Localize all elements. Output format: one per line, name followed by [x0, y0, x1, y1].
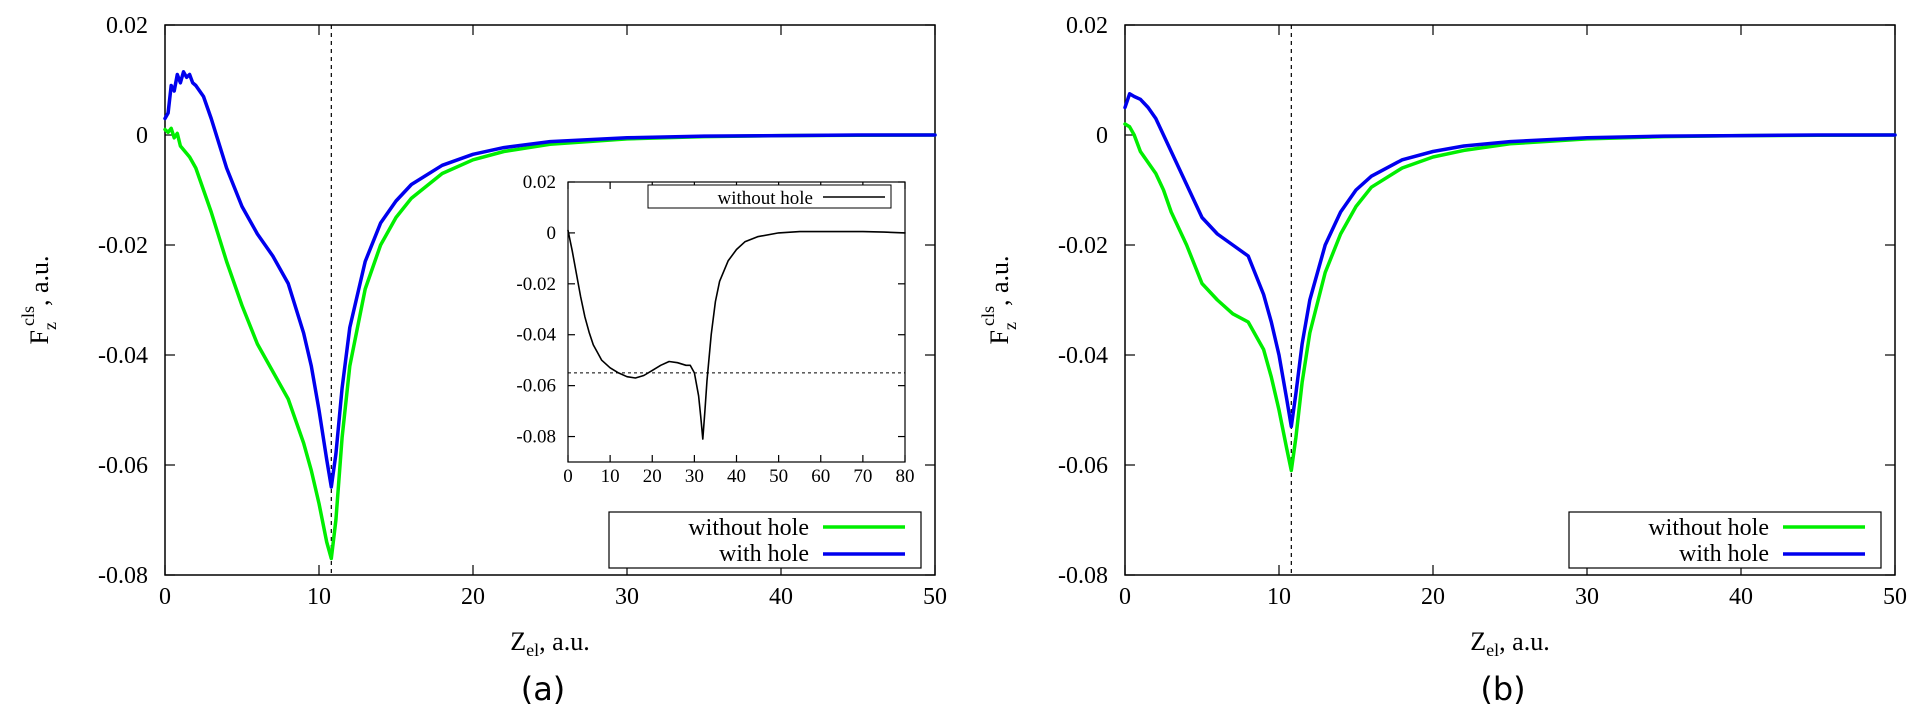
y-tick-label: -0.02 — [1058, 233, 1108, 259]
series-with-hole — [163, 70, 937, 489]
inset-x-tick-label: 60 — [811, 466, 830, 487]
y-axis-label: Fzcls, a.u. — [978, 255, 1020, 344]
x-tick-label: 20 — [1421, 584, 1445, 610]
x-axis-label-rest: , a.u. — [539, 627, 590, 656]
inset-x-ticks: 0 10 20 30 40 50 60 70 80 — [563, 182, 915, 487]
inset-x-tick-label: 40 — [727, 466, 746, 487]
panel-label-b: (b) — [1480, 670, 1525, 708]
inset-y-tick-label: -0.02 — [516, 274, 556, 295]
inset: 0 10 20 30 40 50 60 70 80 0.02 0 -0.02 -0.04 -0.06 -0… — [516, 172, 914, 487]
inset-x-tick-label: 0 — [563, 466, 573, 487]
x-axis-label: Zel, a.u. — [1470, 627, 1549, 660]
inset-legend: without hole — [647, 184, 892, 209]
x-tick-label: 50 — [923, 584, 947, 610]
inset-y-tick-label: -0.06 — [516, 376, 556, 397]
legend-box — [1568, 511, 1882, 569]
x-tick-label: 0 — [1119, 584, 1131, 610]
y-tick-label: -0.04 — [98, 343, 148, 369]
x-tick-label: 50 — [1883, 584, 1907, 610]
inset-y-tick-label: 0.02 — [523, 172, 556, 193]
x-tick-label: 40 — [769, 584, 793, 610]
x-ticks: 0 10 20 30 40 50 — [159, 25, 947, 610]
panel-b: 0 10 20 30 40 50 0.02 0 -0.02 -0.04 -0.06 -0.08 wi… — [978, 13, 1907, 708]
inset-y-tick-label: 0 — [547, 223, 557, 244]
y-axis-label-sup: cls — [18, 306, 38, 326]
inset-y-tick-label: -0.04 — [516, 325, 556, 346]
x-tick-label: 10 — [1267, 584, 1291, 610]
inset-x-tick-label: 10 — [601, 466, 620, 487]
y-tick-label: 0.02 — [106, 13, 148, 39]
legend-label-without-hole: without hole — [1648, 515, 1769, 541]
series-lines — [1123, 92, 1897, 473]
legend-box — [608, 511, 922, 569]
inset-series-without-hole — [567, 229, 906, 440]
svg-text:Fzcls, a.u.: Fzcls, a.u. — [18, 255, 60, 344]
x-tick-label: 0 — [159, 584, 171, 610]
x-tick-label: 10 — [307, 584, 331, 610]
x-axis-label-rest: , a.u. — [1499, 627, 1550, 656]
y-axis-label-sub: z — [40, 322, 60, 330]
y-axis-label-rest: , a.u. — [985, 255, 1014, 306]
y-axis-label: Fzcls, a.u. — [18, 255, 60, 344]
y-axis-label-main: F — [985, 330, 1014, 344]
y-ticks: 0.02 0 -0.02 -0.04 -0.06 -0.08 — [1058, 13, 1895, 589]
x-tick-label: 30 — [615, 584, 639, 610]
inset-x-tick-label: 80 — [896, 466, 915, 487]
y-tick-label: -0.04 — [1058, 343, 1108, 369]
series-lines — [163, 70, 937, 561]
inset-series-lines — [567, 229, 906, 440]
legend-label-with-hole: with hole — [719, 541, 809, 567]
x-ticks: 0 10 20 30 40 50 — [1119, 25, 1907, 610]
svg-text:Fzcls, a.u.: Fzcls, a.u. — [978, 255, 1020, 344]
y-axis-label-rest: , a.u. — [25, 255, 54, 306]
y-axis-label-sub: z — [1000, 322, 1020, 330]
inset-y-tick-label: -0.08 — [516, 427, 556, 448]
y-tick-label: -0.06 — [1058, 453, 1108, 479]
x-axis-label-main: Z — [1470, 627, 1486, 656]
x-axis-label-sub: el — [526, 640, 539, 660]
y-tick-label: 0.02 — [1066, 13, 1108, 39]
x-axis-label: Zel, a.u. — [510, 627, 589, 660]
series-with-hole — [1123, 92, 1897, 429]
panel-a: 0 10 20 30 40 50 0.02 0 -0.02 -0.04 -0.06 -0.08 0 1… — [18, 13, 947, 708]
inset-x-tick-label: 70 — [853, 466, 872, 487]
plot-frame — [1124, 24, 1896, 576]
y-tick-label: 0 — [1096, 123, 1108, 149]
inset-y-ticks: 0.02 0 -0.02 -0.04 -0.06 -0.08 — [516, 172, 905, 448]
y-tick-label: 0 — [136, 123, 148, 149]
plot-frame — [164, 24, 936, 576]
legend: without hole with hole — [1568, 511, 1882, 569]
series-without-hole — [163, 126, 937, 561]
x-tick-label: 30 — [1575, 584, 1599, 610]
y-tick-label: -0.02 — [98, 233, 148, 259]
y-axis-label-main: F — [25, 330, 54, 344]
inset-x-tick-label: 30 — [685, 466, 704, 487]
inset-frame — [567, 181, 906, 463]
y-axis-label-sup: cls — [978, 306, 998, 326]
legend: without hole with hole — [608, 511, 922, 569]
y-tick-label: -0.08 — [1058, 563, 1108, 589]
inset-legend-box — [647, 184, 892, 209]
inset-x-tick-label: 50 — [769, 466, 788, 487]
x-tick-label: 40 — [1729, 584, 1753, 610]
inset-legend-label: without hole — [717, 188, 813, 209]
y-tick-label: -0.08 — [98, 563, 148, 589]
panel-label-a: (a) — [521, 670, 566, 708]
y-ticks: 0.02 0 -0.02 -0.04 -0.06 -0.08 — [98, 13, 935, 589]
inset-x-tick-label: 20 — [643, 466, 662, 487]
series-without-hole — [1123, 122, 1897, 473]
x-axis-label-main: Z — [510, 627, 526, 656]
y-tick-label: -0.06 — [98, 453, 148, 479]
x-tick-label: 20 — [461, 584, 485, 610]
x-axis-label-sub: el — [1486, 640, 1499, 660]
legend-label-without-hole: without hole — [688, 515, 809, 541]
legend-label-with-hole: with hole — [1679, 541, 1769, 567]
